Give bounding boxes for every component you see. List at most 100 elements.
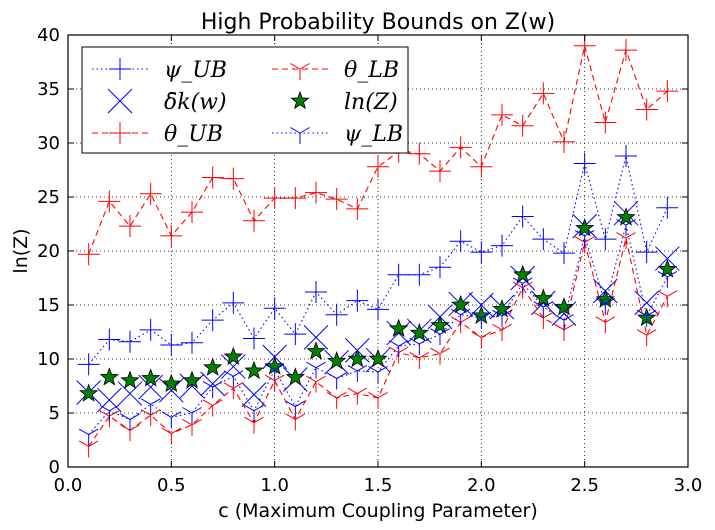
data-point xyxy=(243,327,265,350)
data-point xyxy=(96,387,122,413)
y-tick-label: 30 xyxy=(37,133,60,154)
data-point xyxy=(285,413,306,431)
x-tick-label: 1.5 xyxy=(364,475,393,496)
data-point xyxy=(449,136,472,159)
data-point xyxy=(117,381,143,406)
legend-item: θ_UB xyxy=(92,122,223,147)
data-point xyxy=(656,196,679,219)
data-point xyxy=(551,301,577,326)
data-point xyxy=(346,197,369,220)
data-point xyxy=(367,298,389,321)
series-4 xyxy=(79,207,677,402)
data-point xyxy=(347,364,368,382)
data-point xyxy=(78,428,99,446)
data-point xyxy=(243,209,265,232)
data-point xyxy=(264,374,285,392)
legend-item: ψ_LB xyxy=(272,122,403,147)
data-point xyxy=(202,399,223,417)
data-point xyxy=(408,263,431,286)
series-3 xyxy=(78,232,678,458)
data-point xyxy=(78,440,99,458)
legend-marker xyxy=(290,63,310,80)
legend-item: θ_LB xyxy=(272,58,399,83)
data-point xyxy=(223,370,244,388)
data-point xyxy=(616,219,636,237)
data-point xyxy=(241,382,267,407)
data-point xyxy=(554,314,574,332)
data-point xyxy=(99,404,120,422)
data-point xyxy=(326,372,347,390)
data-point xyxy=(470,155,493,178)
data-point xyxy=(223,382,244,400)
data-point xyxy=(203,357,223,376)
data-point xyxy=(616,232,636,250)
data-point xyxy=(615,39,637,62)
data-point xyxy=(491,103,513,126)
data-point xyxy=(138,374,164,400)
legend-marker xyxy=(109,122,131,144)
legend-item: δ̄k(w) xyxy=(107,88,227,115)
data-point xyxy=(306,341,326,360)
data-point xyxy=(492,309,512,327)
data-point xyxy=(511,205,534,228)
data-point xyxy=(140,398,161,416)
data-point xyxy=(346,289,369,312)
data-point xyxy=(325,188,348,211)
series-5 xyxy=(78,219,678,446)
data-point xyxy=(368,348,388,368)
data-point xyxy=(160,224,183,247)
data-point xyxy=(284,187,307,210)
data-point xyxy=(635,241,658,264)
data-point xyxy=(389,318,409,337)
data-point xyxy=(77,353,100,376)
data-point xyxy=(471,312,492,329)
data-point xyxy=(120,413,140,431)
data-point xyxy=(573,152,596,175)
legend-label: ln(Z) xyxy=(344,90,398,115)
data-point xyxy=(554,323,574,341)
data-point xyxy=(388,340,409,358)
data-point xyxy=(636,309,657,327)
legend-item: ψ_UB xyxy=(92,58,227,83)
data-point xyxy=(656,80,679,103)
data-point xyxy=(223,346,243,366)
data-point xyxy=(347,387,368,405)
x-tick-label: 1.0 xyxy=(260,475,289,496)
data-point xyxy=(347,348,367,368)
x-tick-label: 3.0 xyxy=(674,475,703,496)
data-point xyxy=(161,373,181,393)
data-point xyxy=(306,361,326,379)
data-point xyxy=(99,367,119,386)
data-point xyxy=(553,242,575,265)
data-point xyxy=(158,377,184,403)
data-point xyxy=(139,318,162,341)
data-point xyxy=(449,230,472,253)
data-point xyxy=(594,228,617,251)
data-point xyxy=(285,400,306,418)
data-point xyxy=(409,351,430,369)
data-point xyxy=(119,330,141,353)
data-point xyxy=(220,354,246,379)
data-point xyxy=(533,301,554,319)
data-point xyxy=(368,391,388,409)
data-point xyxy=(367,155,389,178)
data-point xyxy=(182,370,202,389)
series-line xyxy=(88,45,668,255)
data-point xyxy=(303,325,329,350)
data-point xyxy=(387,263,410,286)
data-point xyxy=(532,82,555,105)
series-2 xyxy=(77,34,679,266)
data-point xyxy=(408,142,431,165)
data-point xyxy=(554,297,574,316)
data-point xyxy=(532,228,555,251)
legend-marker xyxy=(290,127,310,144)
data-point xyxy=(325,303,348,326)
data-point xyxy=(594,111,617,134)
data-point xyxy=(285,367,305,386)
data-point xyxy=(98,328,121,351)
data-point xyxy=(409,337,430,355)
legend-marker xyxy=(290,90,310,110)
ticks: 0.0 0.5 1.0 1.5 2.0 2.5 3.0 0 5 10 15 20 25 30 35 40 xyxy=(37,25,702,496)
data-point xyxy=(77,243,100,266)
data-point xyxy=(575,218,595,237)
